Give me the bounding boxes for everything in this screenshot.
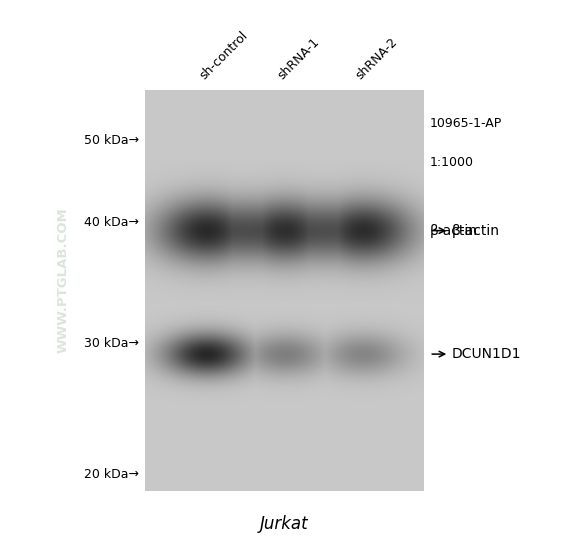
Text: β-actin: β-actin: [452, 223, 500, 237]
Text: WWW.PTGLAB.COM: WWW.PTGLAB.COM: [56, 207, 69, 353]
Text: sh-control: sh-control: [197, 29, 251, 82]
Text: 20 kDa→: 20 kDa→: [84, 468, 139, 482]
Text: shRNA-1: shRNA-1: [275, 36, 322, 82]
Text: 30 kDa→: 30 kDa→: [84, 337, 139, 349]
Text: β-actin: β-actin: [429, 223, 477, 237]
Text: 50 kDa→: 50 kDa→: [84, 133, 139, 147]
Text: Jurkat: Jurkat: [260, 515, 309, 533]
Text: shRNA-2: shRNA-2: [353, 36, 400, 82]
Text: DCUN1D1: DCUN1D1: [452, 347, 521, 361]
Text: 40 kDa→: 40 kDa→: [84, 216, 139, 229]
Text: 10965-1-AP: 10965-1-AP: [429, 117, 502, 130]
Text: 1:1000: 1:1000: [429, 156, 473, 169]
